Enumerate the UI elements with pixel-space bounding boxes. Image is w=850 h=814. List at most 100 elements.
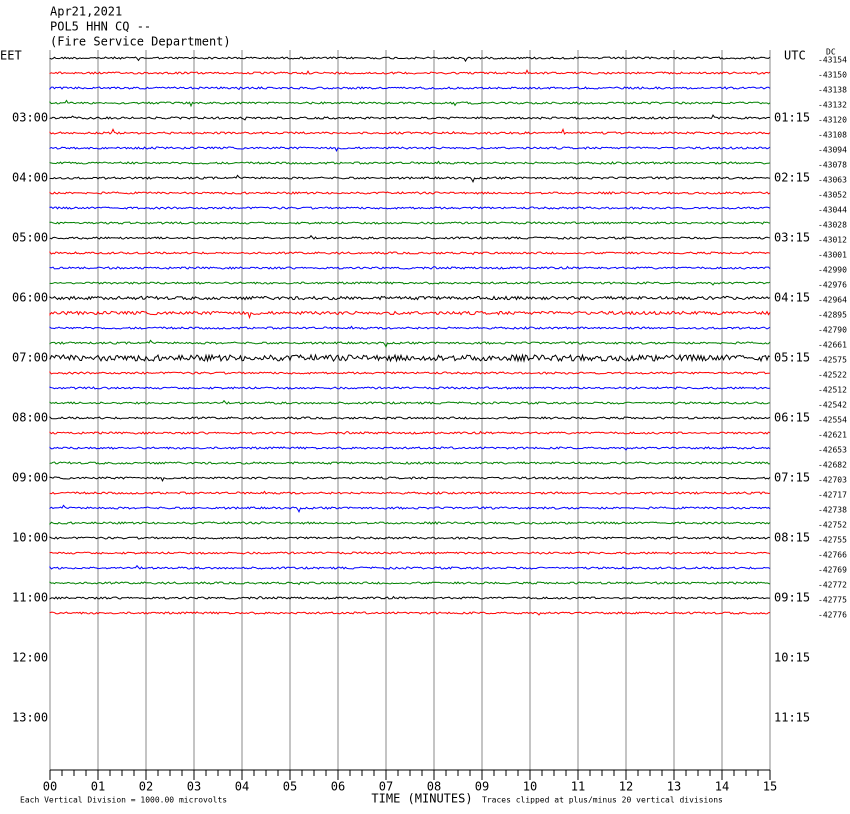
trace-offset: -43063 xyxy=(818,176,847,185)
trace xyxy=(49,430,771,435)
trace-offset: -42766 xyxy=(818,551,847,560)
trace-offset: -42775 xyxy=(818,596,847,605)
x-tick-label: 11 xyxy=(571,780,585,794)
trace xyxy=(49,339,771,348)
trace-offset: -42575 xyxy=(818,356,847,365)
trace-offset: -43150 xyxy=(818,71,847,80)
trace xyxy=(49,295,771,301)
trace xyxy=(49,476,771,483)
right-time: 11:15 xyxy=(774,711,810,725)
x-tick-label: 00 xyxy=(43,780,57,794)
x-tick-label: 09 xyxy=(475,780,489,794)
left-time: 04:00 xyxy=(12,171,48,185)
trace xyxy=(49,353,771,363)
trace xyxy=(49,490,771,495)
x-tick-label: 06 xyxy=(331,780,345,794)
trace xyxy=(49,221,771,225)
trace xyxy=(49,56,771,63)
left-time: 06:00 xyxy=(12,291,48,305)
right-time: 09:15 xyxy=(774,591,810,605)
left-time: 13:00 xyxy=(12,711,48,725)
x-tick-label: 05 xyxy=(283,780,297,794)
trace xyxy=(49,250,771,256)
x-tick-label: 01 xyxy=(91,780,105,794)
trace-offset: -42790 xyxy=(818,326,847,335)
trace-offset: -42755 xyxy=(818,536,847,545)
left-time: 12:00 xyxy=(12,651,48,665)
corner-label: DC xyxy=(826,48,836,57)
trace xyxy=(49,446,771,451)
x-tick-label: 07 xyxy=(379,780,393,794)
trace xyxy=(49,146,771,153)
left-time: 05:00 xyxy=(12,231,48,245)
trace xyxy=(49,265,771,270)
trace-offset: -42895 xyxy=(818,311,847,320)
trace-offset: -43028 xyxy=(818,221,847,230)
x-tick-label: 13 xyxy=(667,780,681,794)
trace-offset: -42990 xyxy=(818,266,847,275)
trace-offset: -42653 xyxy=(818,446,847,455)
trace xyxy=(49,325,771,330)
trace-offset: -42542 xyxy=(818,401,847,410)
trace xyxy=(49,595,770,600)
left-zone: EET xyxy=(0,49,22,63)
trace-offset: -42621 xyxy=(818,431,847,440)
right-time: 05:15 xyxy=(774,351,810,365)
title-line: Apr21,2021 xyxy=(50,5,122,19)
trace-offset: -43001 xyxy=(818,251,847,260)
x-tick-label: 02 xyxy=(139,780,153,794)
right-time: 01:15 xyxy=(774,111,810,125)
title-line: POL5 HHN CQ -- xyxy=(50,20,151,34)
trace-offset: -42554 xyxy=(818,416,847,425)
x-tick-label: 12 xyxy=(619,780,633,794)
trace-offset: -43052 xyxy=(818,191,847,200)
trace-offset: -43120 xyxy=(818,116,847,125)
right-zone: UTC xyxy=(784,49,806,63)
trace-offset: -42976 xyxy=(818,281,847,290)
x-tick-label: 10 xyxy=(523,780,537,794)
trace-offset: -42717 xyxy=(818,491,847,500)
trace xyxy=(49,160,771,165)
trace-offset: -42738 xyxy=(818,506,847,515)
x-tick-label: 03 xyxy=(187,780,201,794)
trace-offset: -43078 xyxy=(818,161,847,170)
x-tick-label: 15 xyxy=(763,780,777,794)
trace xyxy=(49,399,771,405)
trace xyxy=(49,206,771,210)
trace xyxy=(49,69,771,75)
trace xyxy=(49,564,771,570)
trace xyxy=(49,386,771,390)
trace-offset: -43154 xyxy=(818,56,847,65)
trace-offset: -43012 xyxy=(818,236,847,245)
trace xyxy=(49,86,771,91)
left-time: 09:00 xyxy=(12,471,48,485)
trace-offset: -43132 xyxy=(818,101,847,110)
trace xyxy=(49,281,771,286)
trace-offset: -43138 xyxy=(818,86,847,95)
left-time: 03:00 xyxy=(12,111,48,125)
trace xyxy=(49,581,771,586)
trace xyxy=(49,536,771,540)
trace-offset: -43044 xyxy=(818,206,847,215)
right-time: 03:15 xyxy=(774,231,810,245)
trace xyxy=(49,114,771,121)
x-axis-label: TIME (MINUTES) xyxy=(371,792,472,806)
right-time: 10:15 xyxy=(774,651,810,665)
trace xyxy=(49,611,771,616)
scale-note: Each Vertical Division = 1000.00 microvo… xyxy=(20,796,227,805)
trace-offset: -43108 xyxy=(818,131,847,140)
trace xyxy=(49,461,771,465)
trace-offset: -42682 xyxy=(818,461,847,470)
trace xyxy=(49,310,771,320)
right-time: 02:15 xyxy=(774,171,810,185)
x-tick-label: 04 xyxy=(235,780,249,794)
trace-offset: -42752 xyxy=(818,521,847,530)
trace xyxy=(49,551,771,555)
right-time: 08:15 xyxy=(774,531,810,545)
x-tick-label: 14 xyxy=(715,780,729,794)
trace-offset: -42769 xyxy=(818,566,847,575)
trace xyxy=(49,521,771,526)
trace-offset: -42512 xyxy=(818,386,847,395)
trace-offset: -42964 xyxy=(818,296,847,305)
